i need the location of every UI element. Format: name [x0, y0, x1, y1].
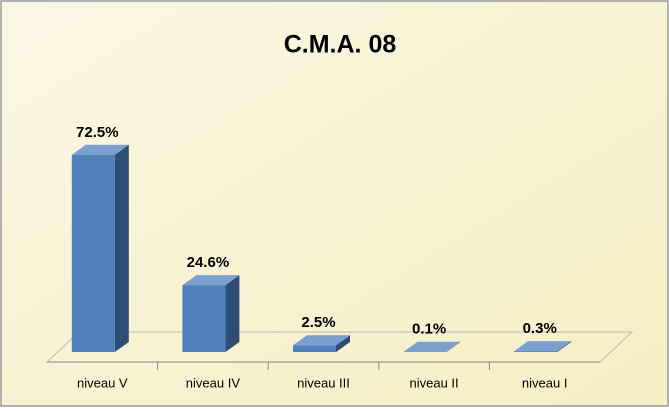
x-tick-label: niveau V	[77, 375, 128, 390]
x-tick-label: niveau IV	[186, 375, 241, 390]
bar-side	[225, 275, 239, 352]
bar-front	[182, 285, 225, 352]
bar-side	[115, 145, 129, 352]
x-tick-label: niveau I	[522, 375, 568, 390]
data-label: 0.1%	[412, 321, 446, 338]
bar-front	[514, 351, 557, 352]
bar	[182, 275, 239, 352]
x-tick-label: niveau III	[297, 375, 350, 390]
bar-front	[72, 155, 115, 352]
data-label: 0.3%	[523, 320, 557, 337]
data-label: 72.5%	[76, 124, 119, 141]
data-label: 24.6%	[187, 254, 230, 271]
bar-front	[293, 345, 336, 352]
data-label: 2.5%	[301, 314, 335, 331]
x-tick-label: niveau II	[410, 375, 459, 390]
chart-title: C.M.A. 08	[284, 31, 397, 59]
bar	[72, 145, 129, 352]
